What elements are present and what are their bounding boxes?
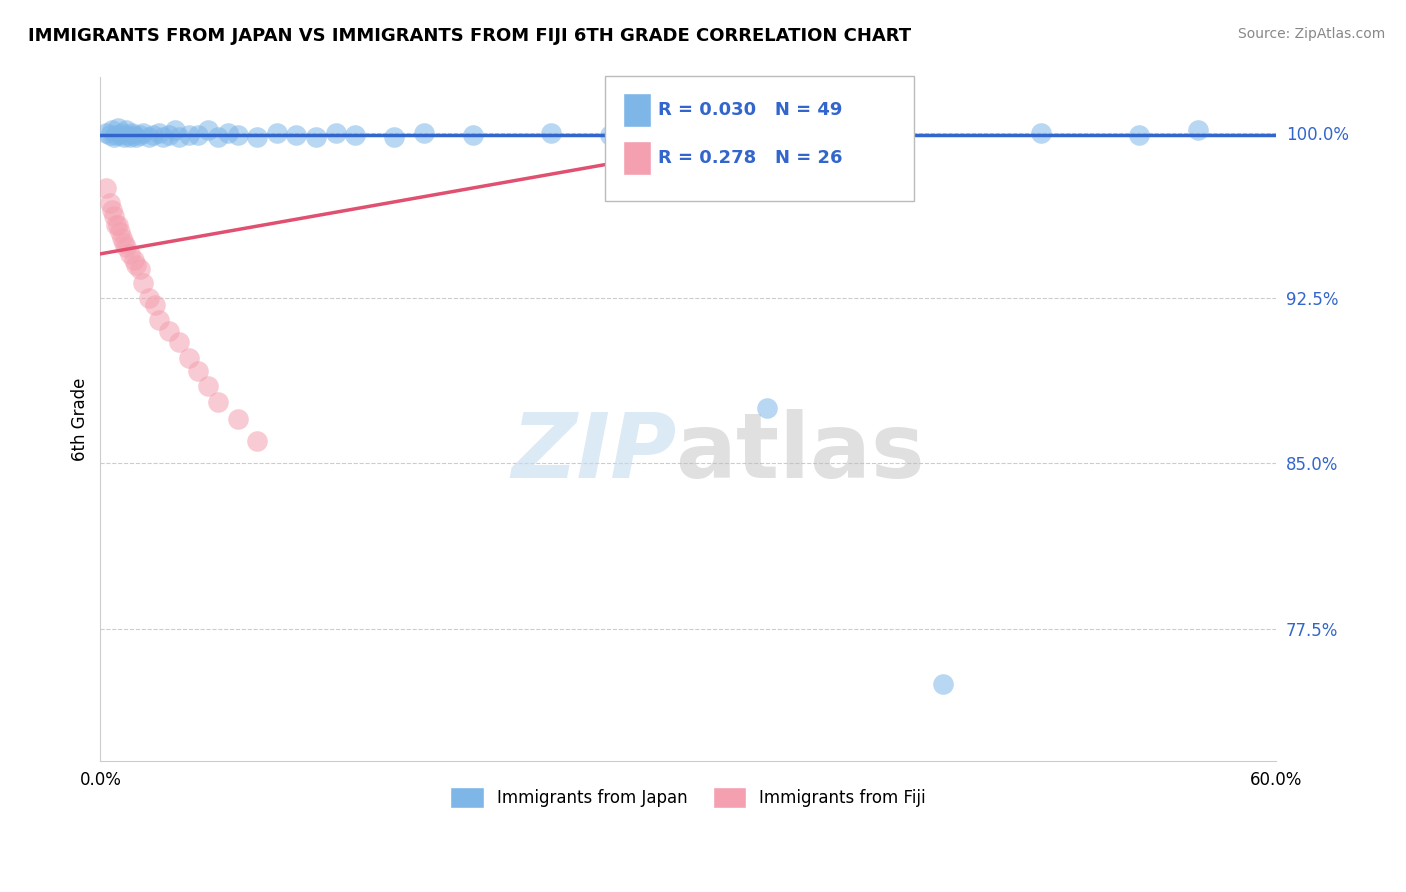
- Point: [112, 235, 135, 250]
- Point: [226, 128, 249, 142]
- Point: [124, 258, 146, 272]
- Point: [143, 297, 166, 311]
- Point: [226, 412, 249, 426]
- Point: [148, 313, 170, 327]
- Point: [111, 126, 134, 140]
- Point: [187, 364, 209, 378]
- Point: [814, 128, 837, 142]
- Point: [152, 130, 174, 145]
- Point: [932, 677, 955, 691]
- Point: [101, 123, 124, 137]
- Point: [96, 126, 118, 140]
- Point: [1187, 123, 1209, 137]
- Point: [118, 130, 141, 145]
- Point: [197, 379, 219, 393]
- Legend: Immigrants from Japan, Immigrants from Fiji: Immigrants from Japan, Immigrants from F…: [444, 780, 932, 814]
- Point: [344, 128, 367, 142]
- Point: [676, 123, 699, 137]
- Point: [412, 126, 434, 140]
- Point: [124, 130, 146, 145]
- Point: [755, 401, 778, 416]
- Point: [114, 123, 136, 137]
- Point: [177, 351, 200, 365]
- Point: [117, 128, 139, 142]
- Point: [108, 128, 131, 142]
- Point: [107, 218, 129, 232]
- Point: [138, 291, 160, 305]
- Point: [325, 126, 347, 140]
- Point: [305, 130, 328, 145]
- Point: [105, 128, 128, 142]
- Point: [177, 128, 200, 142]
- Point: [138, 130, 160, 145]
- Text: Source: ZipAtlas.com: Source: ZipAtlas.com: [1237, 27, 1385, 41]
- Point: [197, 123, 219, 137]
- Point: [114, 240, 136, 254]
- Point: [128, 262, 150, 277]
- Point: [157, 324, 180, 338]
- Point: [148, 126, 170, 140]
- Point: [1029, 126, 1052, 140]
- Point: [266, 126, 288, 140]
- Point: [382, 130, 405, 145]
- Text: R = 0.030   N = 49: R = 0.030 N = 49: [658, 101, 842, 119]
- Text: R = 0.278   N = 26: R = 0.278 N = 26: [658, 150, 842, 168]
- Point: [142, 128, 165, 142]
- Point: [98, 128, 121, 142]
- Point: [103, 130, 125, 145]
- Point: [207, 130, 229, 145]
- Point: [122, 253, 145, 268]
- Point: [105, 218, 128, 232]
- Point: [157, 128, 180, 142]
- Point: [246, 130, 269, 145]
- Point: [118, 247, 141, 261]
- Point: [103, 210, 125, 224]
- Point: [207, 394, 229, 409]
- Text: atlas: atlas: [675, 409, 925, 498]
- Point: [163, 123, 186, 137]
- Point: [1128, 128, 1150, 142]
- Point: [599, 128, 621, 142]
- Point: [128, 128, 150, 142]
- Point: [111, 231, 134, 245]
- Point: [461, 128, 484, 142]
- Point: [132, 276, 155, 290]
- Point: [217, 126, 239, 140]
- Point: [101, 202, 124, 217]
- Point: [112, 130, 135, 145]
- Point: [98, 196, 121, 211]
- Y-axis label: 6th Grade: 6th Grade: [72, 377, 89, 461]
- Point: [167, 334, 190, 349]
- Point: [187, 128, 209, 142]
- Text: ZIP: ZIP: [512, 409, 676, 498]
- Point: [246, 434, 269, 449]
- Point: [167, 130, 190, 145]
- Point: [122, 128, 145, 142]
- Point: [96, 180, 118, 194]
- Point: [107, 121, 129, 136]
- Point: [132, 126, 155, 140]
- Point: [540, 126, 562, 140]
- Point: [121, 126, 143, 140]
- Point: [285, 128, 308, 142]
- Text: IMMIGRANTS FROM JAPAN VS IMMIGRANTS FROM FIJI 6TH GRADE CORRELATION CHART: IMMIGRANTS FROM JAPAN VS IMMIGRANTS FROM…: [28, 27, 911, 45]
- Point: [873, 126, 896, 140]
- Point: [108, 225, 131, 239]
